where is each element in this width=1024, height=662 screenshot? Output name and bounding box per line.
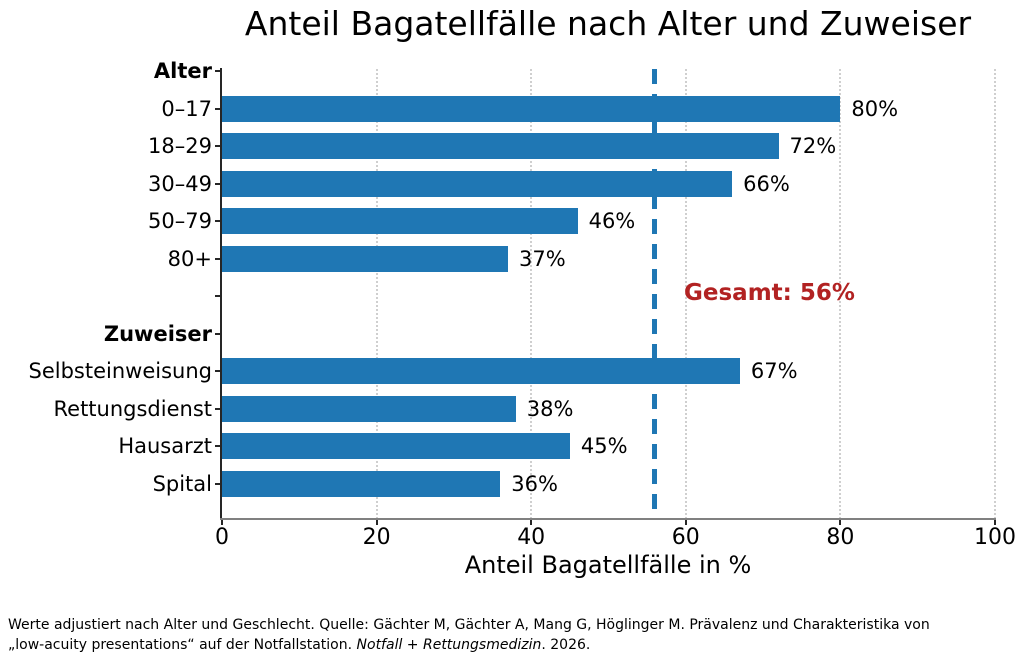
y-tick [215, 220, 221, 222]
x-tick-label-0: 0 [215, 525, 229, 550]
x-tick-label-20: 20 [362, 525, 391, 550]
footnote-line-2-pre: „low-acuity presentations“ auf der Notfa… [8, 637, 357, 653]
bar-value-label: 67% [750, 359, 798, 383]
group-header-alter: Alter [153, 59, 212, 83]
gridline-60 [684, 69, 687, 519]
bar-Spital [222, 470, 501, 497]
footnote-line-1: Werte adjustiert nach Alter und Geschlec… [8, 617, 930, 633]
category-label: 0–17 [161, 96, 212, 121]
x-tick-100 [994, 520, 996, 525]
x-tick-label-80: 80 [826, 525, 855, 550]
category-label: Selbsteinweisung [28, 359, 212, 383]
x-tick-80 [839, 520, 842, 525]
gridline-20 [375, 69, 378, 519]
bar-value-label: 37% [519, 246, 566, 271]
bar-Selbsteinweisung [222, 358, 740, 384]
category-label: 80+ [167, 246, 212, 271]
source-footnote: Werte adjustiert nach Alter und Geschlec… [8, 615, 1020, 655]
gridline-80 [839, 69, 842, 519]
bar-value-label: 72% [789, 134, 837, 158]
x-tick-60 [684, 520, 687, 525]
y-axis-spine [220, 68, 222, 520]
y-tick [215, 295, 221, 297]
reference-line-label: Gesamt: 56% [684, 280, 855, 306]
footnote-journal-name: Notfall + Rettungsmedizin [356, 637, 542, 653]
bar-Rettungsdienst [222, 395, 516, 422]
y-tick [215, 445, 221, 447]
bar-50–79 [222, 208, 578, 234]
bar-Hausarzt [222, 433, 570, 459]
bar-value-label: 38% [526, 396, 574, 421]
x-tick-label-40: 40 [517, 525, 546, 550]
chart-title: Anteil Bagatellfälle nach Alter und Zuwe… [244, 4, 972, 43]
bar-80+ [222, 245, 508, 272]
y-tick [215, 482, 221, 485]
y-tick [215, 332, 221, 335]
category-label: 18–29 [148, 134, 212, 158]
x-axis-label: Anteil Bagatellfälle in % [464, 551, 752, 579]
bar-30–49 [222, 170, 733, 197]
category-label: Spital [152, 471, 212, 496]
bar-0–17 [222, 95, 841, 122]
category-label: Hausarzt [118, 434, 212, 458]
group-header-zuweiser: Zuweiser [103, 321, 212, 346]
footnote-line-2: „low-acuity presentations“ auf der Notfa… [8, 635, 1020, 655]
x-axis-spine [220, 518, 996, 520]
y-tick [215, 145, 221, 147]
bar-value-label: 46% [588, 209, 636, 233]
y-tick [215, 107, 221, 110]
gridline-100 [994, 69, 996, 519]
bar-value-label: 36% [511, 471, 558, 496]
y-tick [215, 370, 221, 372]
gridline-40 [530, 69, 533, 519]
category-label: Rettungsdienst [53, 396, 213, 421]
x-tick-40 [530, 520, 533, 525]
category-label: 50–79 [148, 209, 212, 233]
x-tick-label-100: 100 [974, 525, 1016, 550]
y-tick [215, 407, 221, 410]
x-tick-0 [221, 520, 223, 525]
footnote-line-2-post: . 2026. [541, 637, 591, 653]
y-tick [215, 257, 221, 260]
bar-value-label: 66% [743, 171, 790, 196]
x-tick-20 [375, 520, 378, 525]
reference-line [652, 69, 658, 519]
bar-value-label: 80% [851, 96, 899, 121]
y-tick [215, 70, 221, 72]
y-tick [215, 182, 221, 185]
bar-18–29 [222, 133, 779, 159]
x-tick-label-60: 60 [671, 525, 700, 550]
bar-value-label: 45% [580, 434, 628, 458]
category-label: 30–49 [148, 171, 212, 196]
